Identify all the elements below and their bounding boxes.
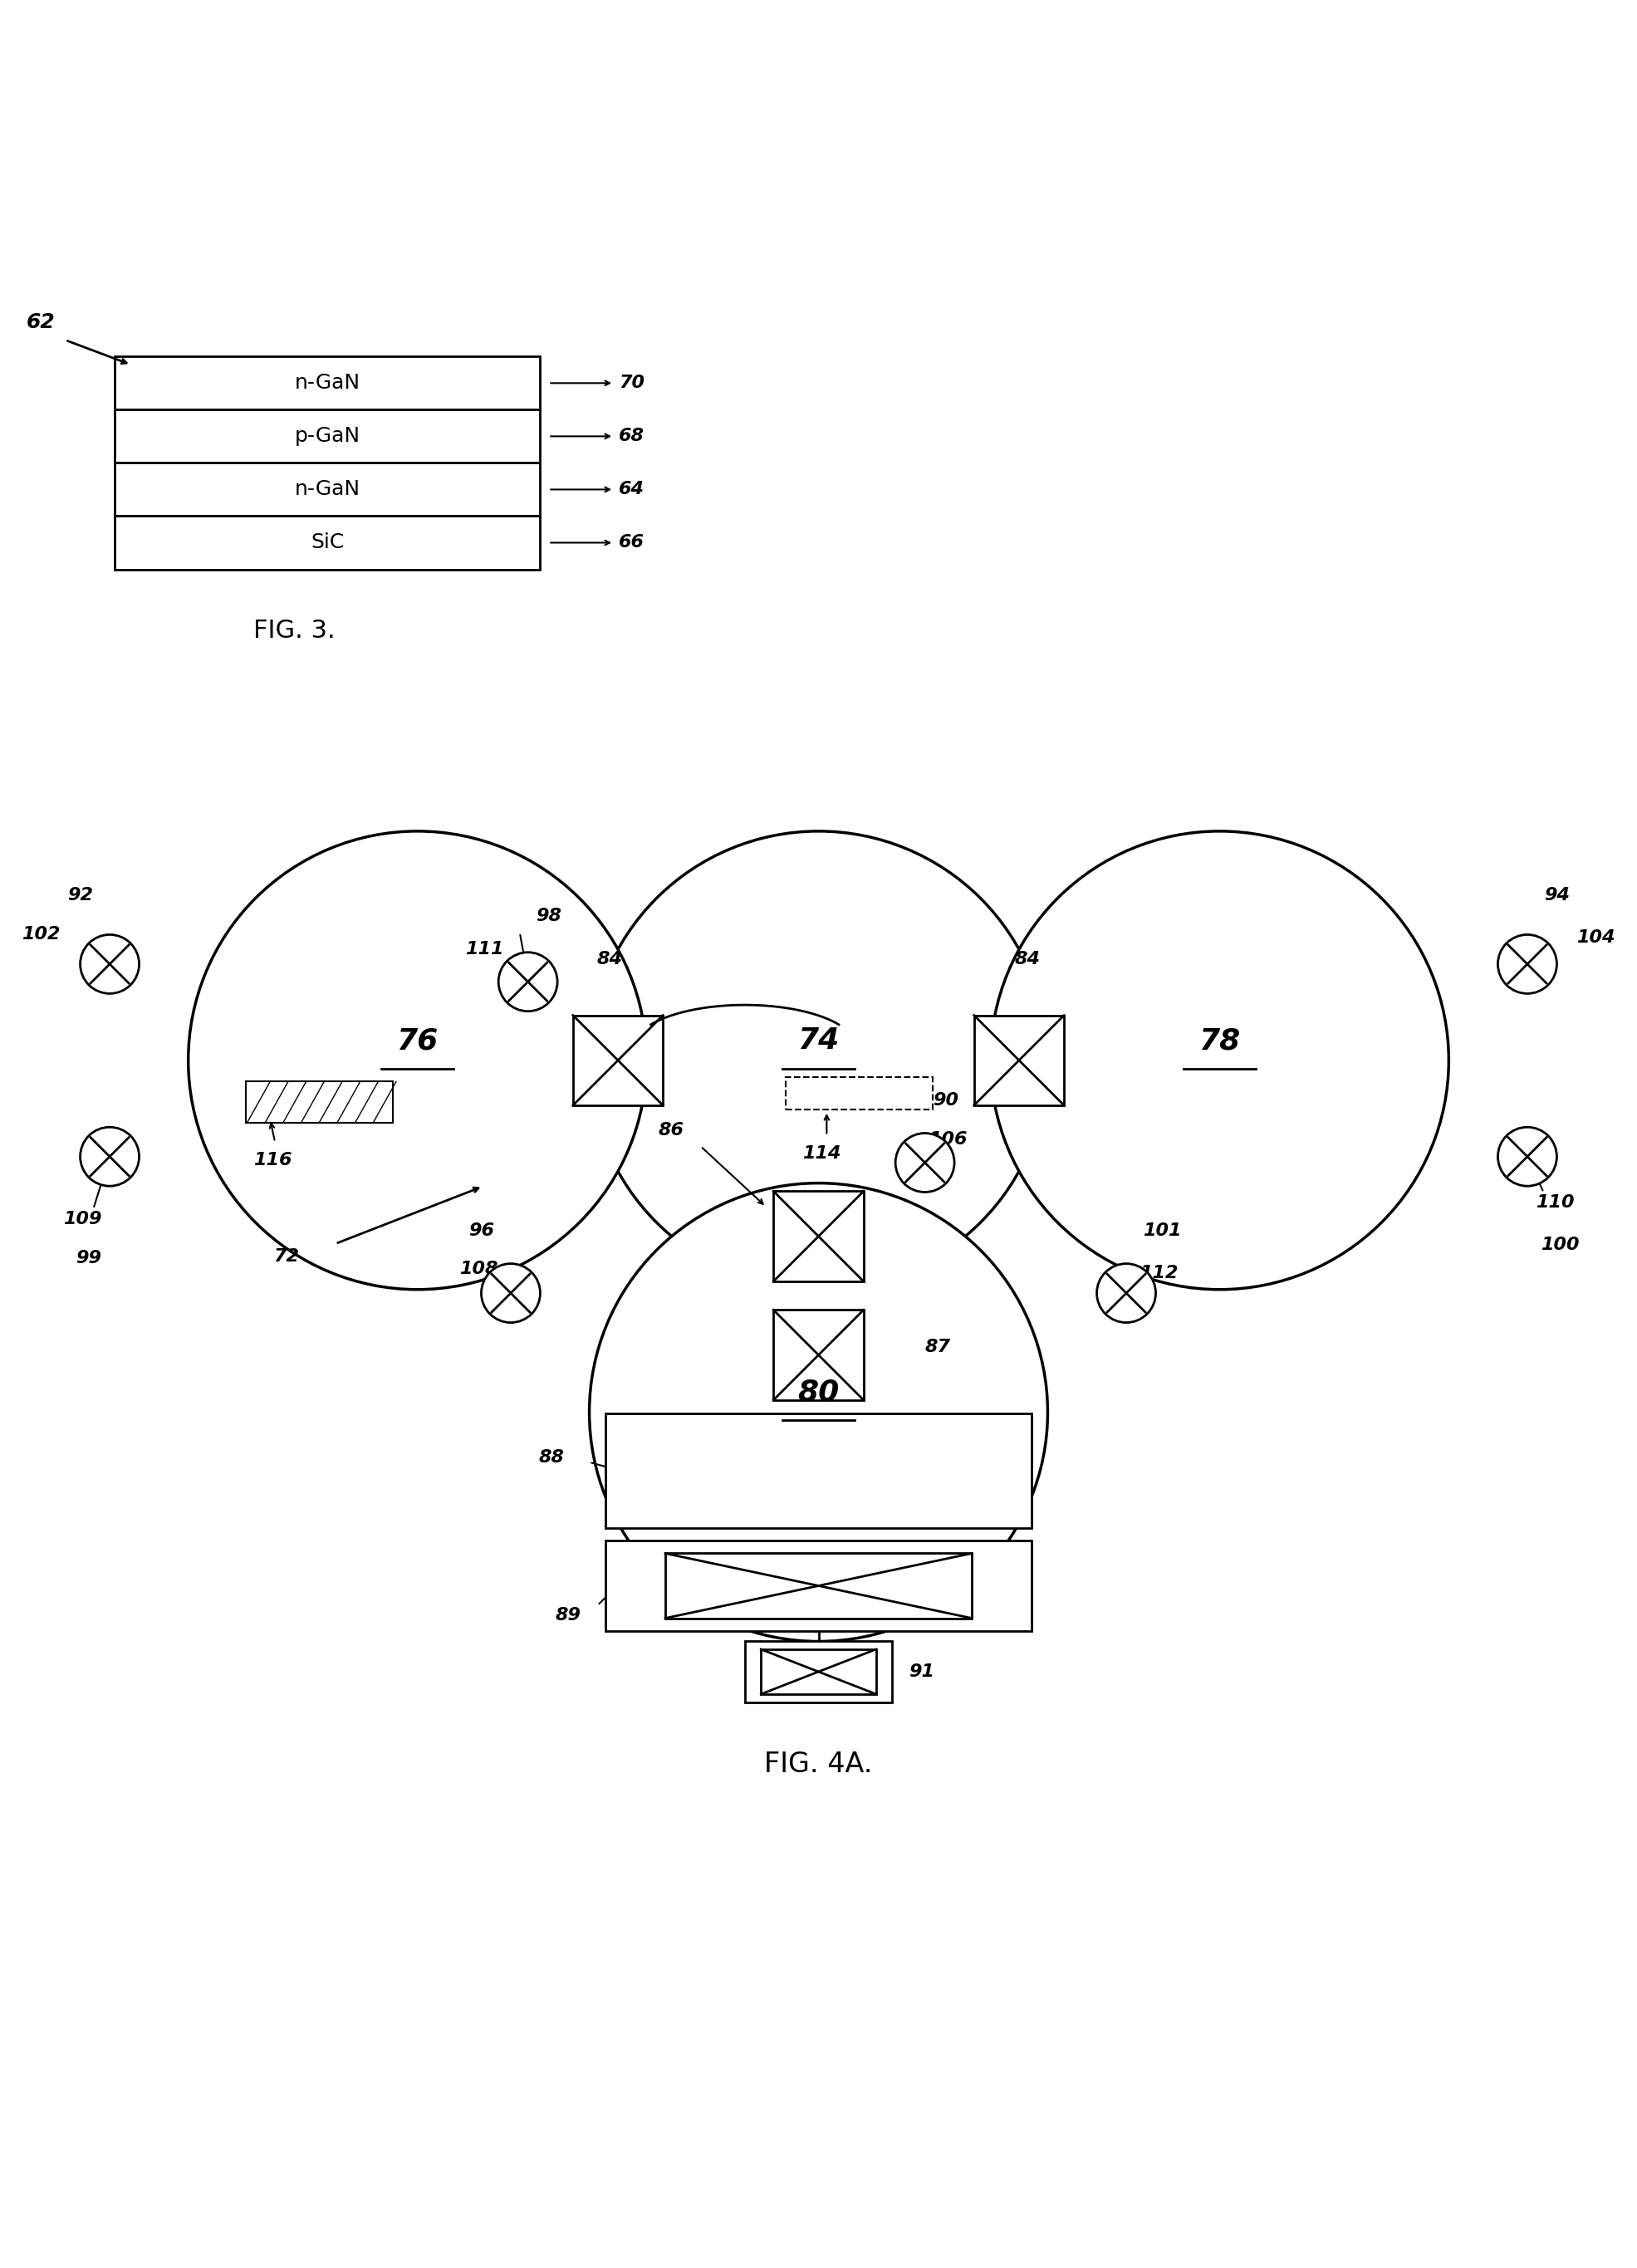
Bar [606, 1413, 1031, 1529]
Text: 84: 84 [1015, 950, 1039, 966]
Text: 89: 89 [555, 1608, 581, 1624]
Text: 68: 68 [619, 429, 645, 445]
Text: 72: 72 [273, 1247, 300, 1266]
Text: 88: 88 [539, 1449, 565, 1465]
Text: 106: 106 [928, 1132, 967, 1148]
Bar [246, 1082, 393, 1123]
Circle shape [589, 830, 1048, 1290]
Bar [773, 1311, 863, 1399]
Text: 86: 86 [658, 1123, 684, 1139]
Circle shape [1498, 1127, 1557, 1186]
Bar [786, 1077, 933, 1109]
Text: 108: 108 [458, 1261, 498, 1277]
Text: 91: 91 [909, 1662, 935, 1681]
Circle shape [481, 1263, 540, 1322]
Text: 74: 74 [797, 1027, 840, 1055]
Circle shape [80, 934, 139, 993]
Circle shape [990, 830, 1449, 1290]
Text: 62: 62 [26, 313, 56, 331]
Text: 111: 111 [465, 941, 504, 957]
Text: 96: 96 [468, 1222, 494, 1238]
Bar [115, 411, 540, 463]
Circle shape [80, 1127, 139, 1186]
Text: 87: 87 [925, 1338, 951, 1354]
Text: SiC: SiC [311, 533, 344, 553]
Bar [773, 1191, 863, 1281]
Text: 114: 114 [802, 1145, 841, 1161]
Text: 100: 100 [1540, 1236, 1580, 1254]
Bar [573, 1016, 663, 1105]
Text: 101: 101 [1143, 1222, 1182, 1238]
Circle shape [1097, 1263, 1156, 1322]
Text: 92: 92 [67, 887, 93, 903]
Text: 76: 76 [396, 1027, 439, 1055]
Text: 78: 78 [1198, 1027, 1241, 1055]
Text: 110: 110 [1536, 1195, 1575, 1211]
Text: 109: 109 [62, 1211, 101, 1227]
Bar [606, 1540, 1031, 1631]
Text: 84: 84 [598, 950, 622, 966]
Text: 90: 90 [933, 1093, 959, 1109]
Text: 116: 116 [254, 1152, 293, 1168]
Text: 66: 66 [619, 535, 645, 551]
Bar [115, 463, 540, 517]
Text: 70: 70 [619, 374, 645, 392]
Text: 64: 64 [619, 481, 645, 497]
Circle shape [188, 830, 647, 1290]
Bar [974, 1016, 1064, 1105]
Text: 99: 99 [75, 1250, 101, 1266]
Text: FIG. 3.: FIG. 3. [254, 619, 336, 642]
Text: 112: 112 [1139, 1266, 1179, 1281]
Circle shape [895, 1134, 954, 1193]
Text: 94: 94 [1544, 887, 1570, 903]
Text: FIG. 4A.: FIG. 4A. [764, 1751, 873, 1778]
Circle shape [498, 953, 557, 1012]
Bar [115, 517, 540, 569]
Text: n-GaN: n-GaN [295, 374, 360, 392]
Circle shape [1498, 934, 1557, 993]
Text: 102: 102 [21, 925, 61, 943]
Bar [761, 1649, 876, 1694]
Text: 80: 80 [797, 1379, 840, 1406]
Text: p-GaN: p-GaN [295, 426, 360, 447]
Circle shape [589, 1184, 1048, 1642]
Bar [115, 356, 540, 411]
Text: n-GaN: n-GaN [295, 479, 360, 499]
Text: 104: 104 [1576, 930, 1616, 946]
Text: 98: 98 [537, 907, 561, 925]
Bar [665, 1554, 972, 1617]
Bar [745, 1640, 892, 1703]
